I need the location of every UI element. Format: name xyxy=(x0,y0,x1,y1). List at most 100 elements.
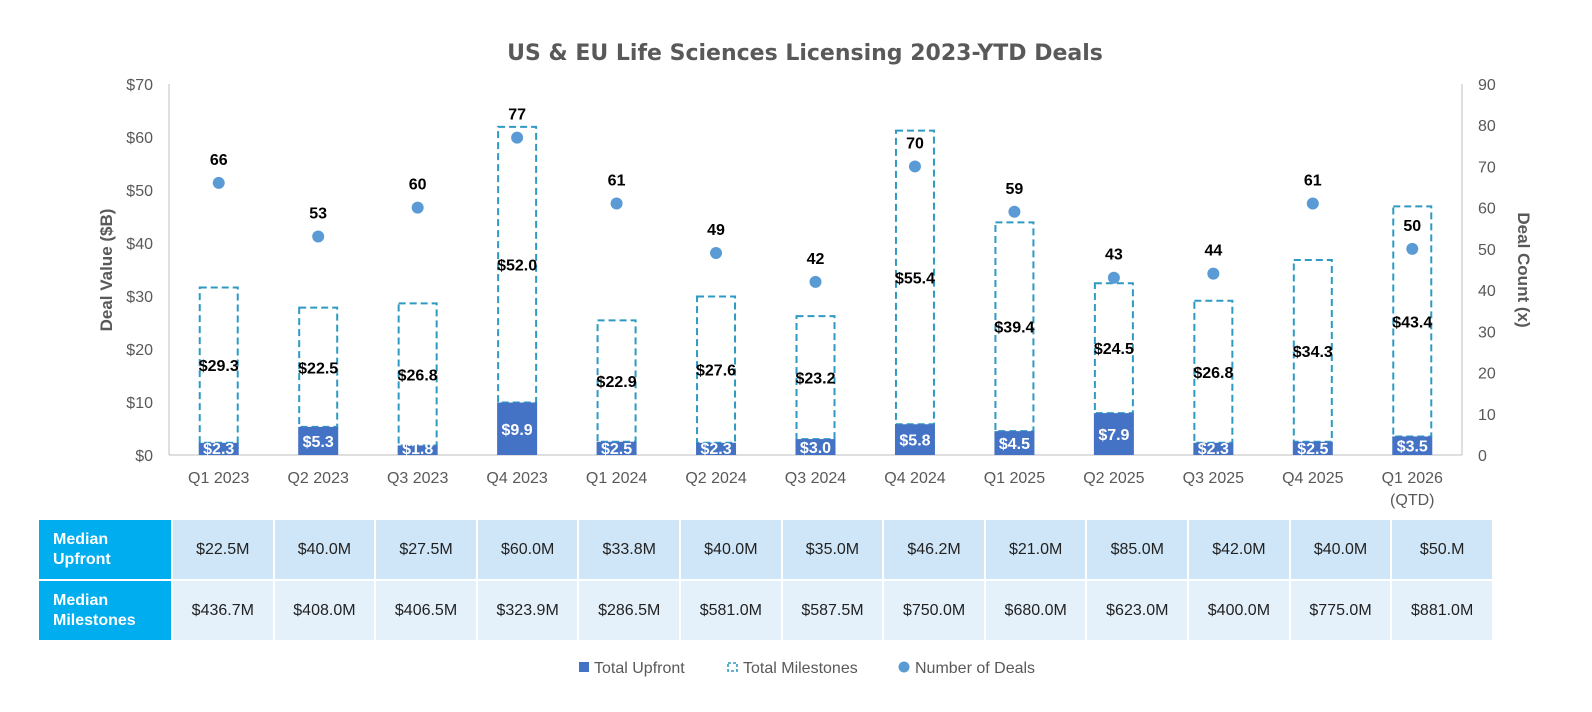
x-tick-label: Q3 2025 xyxy=(1183,470,1244,487)
bar-upfront xyxy=(1292,441,1333,455)
table-cell: $40.0M xyxy=(1288,518,1393,581)
median-milestones-row: Median Milestones $436.7M $408.0M $406.5M $32… xyxy=(37,579,1494,642)
table-cell: $400.0M xyxy=(1187,579,1291,642)
y-tick-label: $0 xyxy=(135,448,153,465)
data-label-deal-count: 50 xyxy=(1403,218,1421,235)
data-label-milestones: $22.5 xyxy=(298,360,338,377)
x-tick-label: Q1 2024 xyxy=(586,470,647,487)
y-right-tick-label: 0 xyxy=(1478,448,1487,465)
data-label-deal-count: 60 xyxy=(409,177,427,194)
deal-count-point xyxy=(212,176,225,189)
data-label-deal-count: 61 xyxy=(1304,173,1322,190)
data-label-deal-count: 53 xyxy=(309,206,327,223)
table-cell: $323.9M xyxy=(475,579,580,642)
table-cell: $35.0M xyxy=(780,518,885,581)
data-label-milestones: $52.0 xyxy=(497,258,537,275)
data-label-deal-count: 49 xyxy=(707,222,725,239)
bar-upfront xyxy=(397,445,438,455)
x-tick-label: Q2 2025 xyxy=(1083,470,1144,487)
legend-label-deals: Number of Deals xyxy=(915,660,1035,677)
table-cell: $750.0M xyxy=(882,579,986,642)
y-right-tick-label: 90 xyxy=(1478,77,1496,94)
chart-title: US & EU Life Sciences Licensing 2023-YTD… xyxy=(507,41,1103,66)
data-label-upfront: $1.8 xyxy=(402,441,433,458)
x-tick-label: Q3 2024 xyxy=(785,470,846,487)
y-right-tick-label: 80 xyxy=(1478,118,1496,135)
data-label-milestones: $26.8 xyxy=(1193,365,1233,382)
data-label-deal-count: 66 xyxy=(210,152,228,169)
y-tick-label: $70 xyxy=(126,77,153,94)
data-label-upfront: $2.5 xyxy=(1297,441,1328,458)
x-tick-label: Q4 2025 xyxy=(1282,470,1343,487)
table-cell: $286.5M xyxy=(577,579,682,642)
data-label-milestones: $22.9 xyxy=(597,374,637,391)
table-cell: $775.0M xyxy=(1288,579,1393,642)
table-cell: $27.5M xyxy=(374,518,478,581)
data-label-deal-count: 70 xyxy=(906,135,924,152)
table-cell: $408.0M xyxy=(272,579,377,642)
y-tick-label: $20 xyxy=(126,342,153,359)
y-axis-right-title: Deal Count (x) xyxy=(1514,212,1533,327)
bar-upfront xyxy=(1193,442,1234,455)
data-label-upfront: $3.5 xyxy=(1397,439,1428,456)
bar-upfront xyxy=(497,402,538,455)
table-cell: $46.2M xyxy=(882,518,986,581)
data-label-milestones: $27.6 xyxy=(696,363,736,380)
data-label-deal-count: 43 xyxy=(1105,247,1123,264)
data-label-milestones: $43.4 xyxy=(1392,314,1432,331)
deal-count-point xyxy=(1008,205,1021,218)
y-tick-label: $30 xyxy=(126,289,153,306)
bar-upfront xyxy=(198,442,239,455)
legend-swatch-milestones xyxy=(727,662,738,672)
deal-count-point xyxy=(312,230,325,243)
y-tick-label: $10 xyxy=(126,395,153,412)
y-right-tick-label: 60 xyxy=(1478,201,1496,218)
bar-upfront xyxy=(1093,413,1134,455)
data-label-upfront: $2.3 xyxy=(700,441,731,458)
x-tick-label: Q3 2023 xyxy=(387,470,448,487)
data-label-upfront: $5.3 xyxy=(303,434,334,451)
data-label-milestones: $34.3 xyxy=(1293,344,1333,361)
data-label-deal-count: 44 xyxy=(1204,243,1222,260)
deal-count-point xyxy=(809,275,822,288)
data-label-milestones: $39.4 xyxy=(994,320,1034,337)
data-label-milestones: $55.4 xyxy=(895,270,935,287)
bar-upfront xyxy=(1392,436,1433,455)
y-right-tick-label: 40 xyxy=(1478,283,1496,300)
data-label-upfront: $2.3 xyxy=(1198,441,1229,458)
table-cell: $436.7M xyxy=(171,579,275,642)
data-label-milestones: $23.2 xyxy=(795,371,835,388)
data-label-milestones: $29.3 xyxy=(199,358,239,375)
deal-count-point xyxy=(710,247,723,260)
table-cell: $680.0M xyxy=(983,579,1088,642)
y-tick-label: $40 xyxy=(126,236,153,253)
data-label-deal-count: 61 xyxy=(608,173,626,190)
left-axis-ticks: $0 $10 $20 $30 $40 $50 $60 $70 xyxy=(126,77,153,465)
deal-count-point xyxy=(411,201,424,214)
y-right-tick-label: 10 xyxy=(1478,407,1496,424)
table-cell: $22.5M xyxy=(171,518,275,581)
x-tick-label: Q2 2024 xyxy=(685,470,746,487)
y-right-tick-label: 30 xyxy=(1478,324,1496,341)
y-right-tick-label: 50 xyxy=(1478,242,1496,259)
deal-count-points: 66 53 60 77 61 49 42 70 59 43 44 61 50 xyxy=(210,107,1421,288)
median-table: Median Upfront $22.5M $40.0M $27.5M $60.0M $33… xyxy=(37,518,1494,642)
y-right-tick-label: 70 xyxy=(1478,159,1496,176)
x-tick-label: Q4 2024 xyxy=(884,470,945,487)
data-label-upfront: $4.5 xyxy=(999,436,1030,453)
data-label-milestones: $26.8 xyxy=(398,367,438,384)
data-label-milestones: $24.5 xyxy=(1094,341,1134,358)
x-tick-label: Q1 2026 (QTD) xyxy=(1382,470,1443,509)
deal-count-point xyxy=(908,160,921,173)
x-tick-label: Q4 2023 xyxy=(486,470,547,487)
deal-count-point xyxy=(1406,242,1419,255)
y-right-tick-label: 20 xyxy=(1478,366,1496,383)
y-tick-label: $60 xyxy=(126,130,153,147)
x-axis-ticks: Q1 2023 Q2 2023 Q3 2023 Q4 2023 Q1 2024 Q2 20… xyxy=(188,470,1443,509)
data-label-upfront: $5.8 xyxy=(899,433,930,450)
deal-count-point xyxy=(1207,267,1220,280)
legend-label-upfront: Total Upfront xyxy=(594,660,685,677)
table-cell: $50.M xyxy=(1390,518,1494,581)
table-cell: $60.0M xyxy=(475,518,580,581)
bar-upfront xyxy=(994,431,1035,455)
